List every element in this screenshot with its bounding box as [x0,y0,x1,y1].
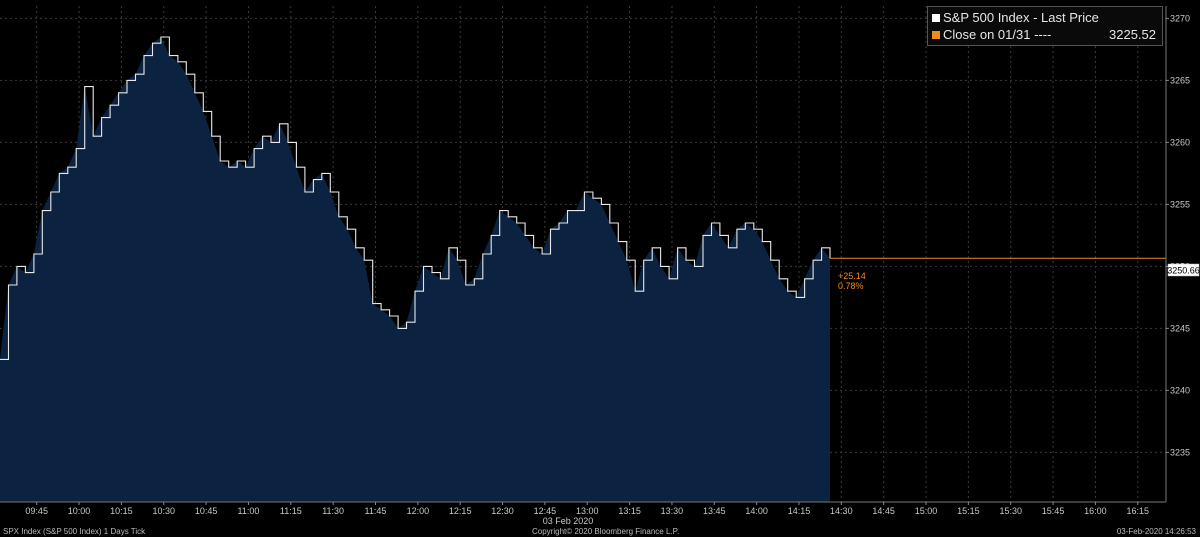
y-tick-label-2: 3245 [1170,323,1190,333]
legend-entry-prior-close: Close on 01/31 ---- 3225.52 [932,26,1156,44]
x-tick-label-9: 12:00 [407,506,430,516]
price-line [0,36,831,360]
y-tick-label-6: 3265 [1170,75,1190,85]
last-price-tag: 3250.66 [1167,263,1200,277]
x-tick-label-4: 10:45 [195,506,218,516]
orange-square-icon [932,30,940,39]
legend-ref-value: 3225.52 [1109,27,1156,42]
x-tick-label-0: 09:45 [25,506,48,516]
x-tick-label-24: 15:45 [1042,506,1065,516]
x-tick-label-26: 16:15 [1127,506,1150,516]
footer-copyright: Copyright© 2020 Bloomberg Finance L.P. [532,527,680,536]
x-tick-label-12: 12:45 [534,506,557,516]
last-price-tag-value: 3250.66 [1167,266,1200,276]
x-tick-label-15: 13:30 [661,506,684,516]
legend-series-label: S&P 500 Index - Last Price [943,10,1099,25]
x-tick-label-14: 13:15 [618,506,641,516]
x-tick-label-8: 11:45 [365,506,387,516]
y-tick-label-0: 3235 [1170,447,1190,457]
x-tick-label-1: 10:00 [68,506,91,516]
x-tick-label-20: 14:45 [872,506,895,516]
white-square-icon [932,13,940,22]
legend-ref-label: Close on 01/31 ---- [943,27,1052,42]
x-tick-label-7: 11:30 [322,506,344,516]
x-tick-label-22: 15:15 [957,506,980,516]
x-tick-label-16: 13:45 [703,506,726,516]
x-tick-label-11: 12:30 [491,506,514,516]
footer-security-description: SPX Index (S&P 500 Index) 1 Days Tick [3,527,146,536]
x-tick-label-13: 13:00 [576,506,599,516]
x-tick-label-10: 12:15 [449,506,472,516]
x-tick-label-6: 11:15 [280,506,302,516]
x-axis: 09:45 10:00 10:15 10:30 10:45 11:00 11:15 11:30… [0,501,1166,516]
price-area-fill [0,37,830,502]
x-tick-label-2: 10:15 [110,506,133,516]
y-tick-label-4: 3255 [1170,199,1190,209]
y-tick-label-1: 3240 [1170,385,1190,395]
legend-entry-last-price: S&P 500 Index - Last Price [932,9,1156,27]
footer-timestamp: 03-Feb-2020 14:26:53 [1116,527,1196,536]
x-tick-label-17: 14:00 [745,506,768,516]
x-tick-label-23: 15:30 [999,506,1022,516]
x-tick-label-19: 14:30 [830,506,853,516]
change-value: +25.14 [838,271,866,281]
chart-legend: S&P 500 Index - Last Price Close on 01/3… [927,6,1163,46]
x-axis-date-label: 03 Feb 2020 [543,516,594,526]
x-tick-label-3: 10:30 [152,506,175,516]
x-tick-label-21: 15:00 [915,506,938,516]
change-percent: 0.78% [838,281,864,291]
x-tick-label-5: 11:00 [238,506,260,516]
y-tick-label-7: 3270 [1170,13,1190,23]
price-area [0,36,831,502]
y-tick-label-5: 3260 [1170,137,1190,147]
x-tick-label-18: 14:15 [788,506,811,516]
x-tick-label-25: 16:00 [1084,506,1107,516]
